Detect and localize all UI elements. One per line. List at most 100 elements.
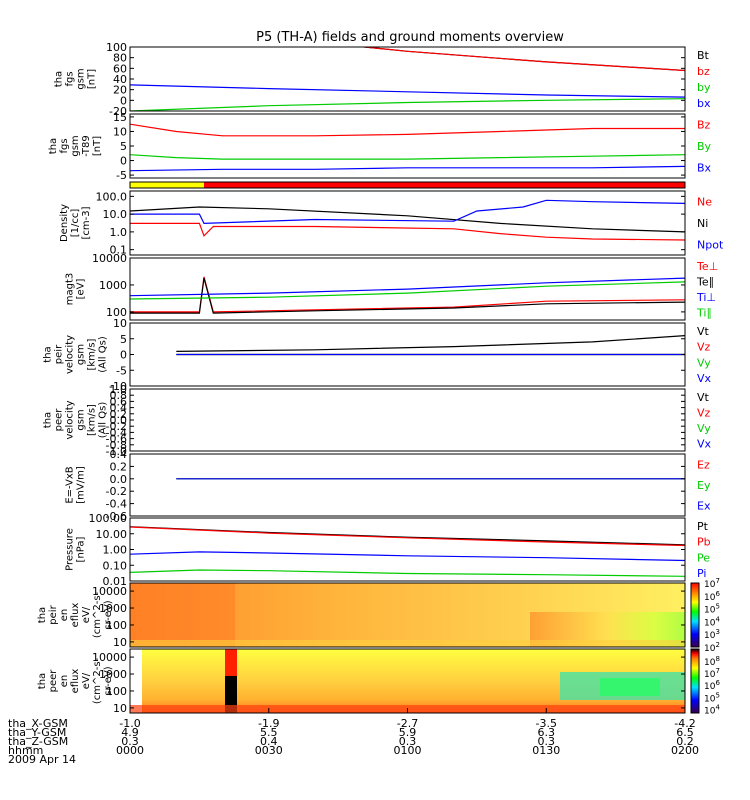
peer-spectrogram-image bbox=[130, 649, 685, 713]
legend-entry: Vy bbox=[697, 356, 711, 369]
y-axis-label: eV/ bbox=[81, 606, 92, 623]
panel-density: 100.0 10.0 1.0 0.1 Density [1/cc] [cm-3] Ne Ni Np… bbox=[59, 190, 724, 256]
y-tick-label: 1000 bbox=[99, 668, 127, 681]
y-tick-label: -0.2 bbox=[106, 420, 127, 433]
legend-entry: Vx bbox=[697, 372, 712, 385]
mode-segment bbox=[204, 182, 685, 188]
legend-entry: By bbox=[697, 140, 712, 153]
panel-frame bbox=[129, 582, 686, 648]
y-tick-label: -10 bbox=[109, 380, 127, 393]
series-line-Pt bbox=[130, 526, 685, 546]
y-tick-label: 1000 bbox=[99, 279, 127, 292]
y-tick-label: -0.4 bbox=[106, 426, 127, 439]
y-tick-label: -1.0 bbox=[106, 445, 127, 458]
mode-segment bbox=[130, 182, 204, 188]
y-axis-label: [mV/m] bbox=[76, 466, 87, 504]
colorbar-tick-label: 103 bbox=[704, 628, 720, 641]
y-tick-label: -20 bbox=[109, 105, 127, 118]
legend-entry: bz bbox=[697, 65, 710, 78]
y-tick-label: 0.4 bbox=[110, 402, 128, 415]
legend-entry: Ey bbox=[697, 479, 711, 492]
series-line-Npot bbox=[130, 199, 685, 225]
panel-peer-velocity: 1.00.80.60.40.20.0-0.2-0.4-0.6-0.8-1.0th… bbox=[43, 383, 712, 458]
y-tick-label: 10000 bbox=[92, 252, 127, 265]
y-tick-label: 1000 bbox=[99, 602, 127, 615]
legend-entry: Te⊥ bbox=[696, 260, 718, 273]
series-line-Bz bbox=[130, 123, 685, 137]
y-tick-label: 10 bbox=[113, 125, 127, 138]
panel-peir-velocity: 10 5 0 -5 -10 tha peir velocity gsm [km/s] (All Qs… bbox=[43, 317, 712, 393]
series-line-Ti∥ bbox=[130, 281, 685, 300]
colorbar-tick-label: 106 bbox=[704, 679, 720, 692]
series-line-Ti⊥ bbox=[130, 277, 685, 297]
y-axis-label: velocity bbox=[65, 400, 76, 439]
y-tick-label: -5 bbox=[116, 364, 127, 377]
y-axis-label: gsm bbox=[76, 68, 87, 89]
colorbar-tick-label: 107 bbox=[704, 667, 720, 680]
colorbar-tick-label: 108 bbox=[704, 655, 720, 668]
legend-entry: by bbox=[697, 81, 711, 94]
series-line-Pb bbox=[130, 526, 685, 547]
y-tick-label: -0.8 bbox=[106, 439, 127, 452]
y-axis-label: eV/ bbox=[81, 672, 92, 689]
y-axis-label: [nT] bbox=[87, 69, 98, 89]
y-axis-label: tha bbox=[54, 71, 65, 87]
legend-entry: Ez bbox=[697, 458, 710, 471]
y-axis-label: tha bbox=[43, 346, 54, 362]
y-tick-label: -0.6 bbox=[106, 510, 127, 523]
legend-entry: Bz bbox=[697, 119, 711, 132]
y-axis-label: velocity bbox=[65, 335, 76, 374]
panel-frame bbox=[129, 388, 686, 452]
legend-entry: Vz bbox=[697, 341, 711, 354]
legend-entry: Vy bbox=[697, 422, 711, 435]
footer-row-label: tha_Y-GSM bbox=[8, 726, 66, 739]
panel-frame bbox=[129, 517, 686, 582]
y-tick-label: 100 bbox=[106, 41, 127, 54]
x-tick-label: 0.3 bbox=[399, 735, 417, 748]
y-axis-label: peer bbox=[48, 669, 59, 693]
y-axis-label: tha bbox=[43, 412, 54, 428]
footer: -1.04.90.30000-1.95.50.40030-2.75.90.301… bbox=[8, 708, 699, 766]
mode-bar-frame bbox=[129, 181, 686, 189]
y-axis-label: gsm bbox=[70, 135, 81, 156]
legend-entry: Te∥ bbox=[696, 275, 714, 288]
series-group bbox=[130, 123, 685, 172]
panel-pressure: 100.00 10.00 1.00 0.10 0.01 Pressure [nPa] Pt Pb… bbox=[65, 512, 711, 588]
legend-entry: Vz bbox=[697, 406, 711, 419]
y-tick-label: 60 bbox=[113, 62, 127, 75]
series-line-Bx bbox=[130, 165, 685, 172]
x-tick-label: 0.2 bbox=[676, 735, 694, 748]
panel-peir-spectrogram: tha peir en eflux eV/(cm^2-s-sr-eV) 107106105… bbox=[37, 577, 720, 654]
y-axis-label: gsm bbox=[76, 409, 87, 430]
y-tick-label: 20 bbox=[113, 84, 127, 97]
y-tick-label: 0.1 bbox=[110, 244, 128, 257]
y-axis-label: E=-VxB bbox=[65, 466, 76, 503]
series-group bbox=[130, 276, 685, 314]
x-tick-label: -1.0 bbox=[119, 717, 140, 730]
y-tick-label: 0 bbox=[120, 155, 127, 168]
y-axis-label: en bbox=[59, 675, 70, 688]
x-tick-label: -4.2 bbox=[674, 717, 695, 730]
legend-entry: Ni bbox=[697, 217, 708, 230]
x-tick-label: 4.9 bbox=[121, 726, 139, 739]
series-group bbox=[176, 335, 685, 356]
x-tick-label: 5.9 bbox=[399, 726, 417, 739]
y-tick-label: 10000 bbox=[92, 651, 127, 664]
series-line-by bbox=[130, 98, 685, 111]
y-tick-label: 0.8 bbox=[110, 389, 128, 402]
y-tick-label: 0.0 bbox=[110, 473, 128, 486]
y-axis-label: peer bbox=[54, 408, 65, 432]
y-tick-label: 0.0 bbox=[110, 414, 128, 427]
panel-peer-spectrogram: tha peer en eflux eV/(cm^2-s-sr-eV) 108107106… bbox=[37, 655, 720, 716]
y-axis-label: sr-eV) bbox=[103, 600, 114, 629]
y-axis-label: [eV] bbox=[76, 279, 87, 300]
footer-row-label: hhmm bbox=[8, 744, 43, 757]
y-tick-label: 10.00 bbox=[96, 528, 128, 541]
y-axis-label: Pressure bbox=[65, 528, 76, 571]
y-axis-label: peir bbox=[48, 604, 59, 624]
y-axis-label: sr-eV) bbox=[103, 666, 114, 695]
y-tick-label: 40 bbox=[113, 73, 127, 86]
y-axis-label: (cm^2-s- bbox=[92, 657, 103, 704]
